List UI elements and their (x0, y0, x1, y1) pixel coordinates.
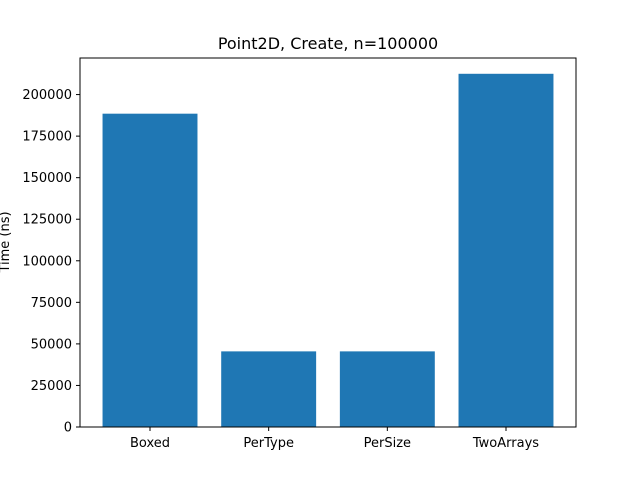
bar-boxed (102, 113, 198, 427)
plot-frame (79, 57, 577, 428)
y-tick-label: 200000 (22, 88, 72, 103)
y-tick-label: 0 (64, 421, 72, 436)
y-tick-label: 75000 (31, 296, 72, 311)
y-axis-ticks: 0 25000 50000 75000 100000 125000 150000 175000… (22, 88, 80, 436)
bar-persize (339, 351, 435, 427)
bars-group (102, 73, 554, 428)
bar-pertype (221, 351, 317, 427)
x-tick-label: Boxed (130, 436, 170, 451)
x-axis-ticks: Boxed PerType PerSize TwoArrays (130, 427, 539, 451)
x-tick-label: PerType (243, 436, 294, 451)
y-tick-label: 50000 (31, 337, 72, 352)
y-tick-label: 25000 (31, 379, 72, 394)
y-axis-label: Time (ns) (0, 211, 13, 273)
bar-twoarrays (458, 73, 554, 428)
chart-title: Point2D, Create, n=100000 (218, 34, 438, 53)
x-tick-label: TwoArrays (472, 436, 539, 451)
y-tick-label: 125000 (22, 213, 72, 228)
y-tick-label: 175000 (22, 130, 72, 145)
y-tick-label: 100000 (22, 254, 72, 269)
x-tick-label: PerSize (364, 436, 411, 451)
y-tick-label: 150000 (22, 171, 72, 186)
